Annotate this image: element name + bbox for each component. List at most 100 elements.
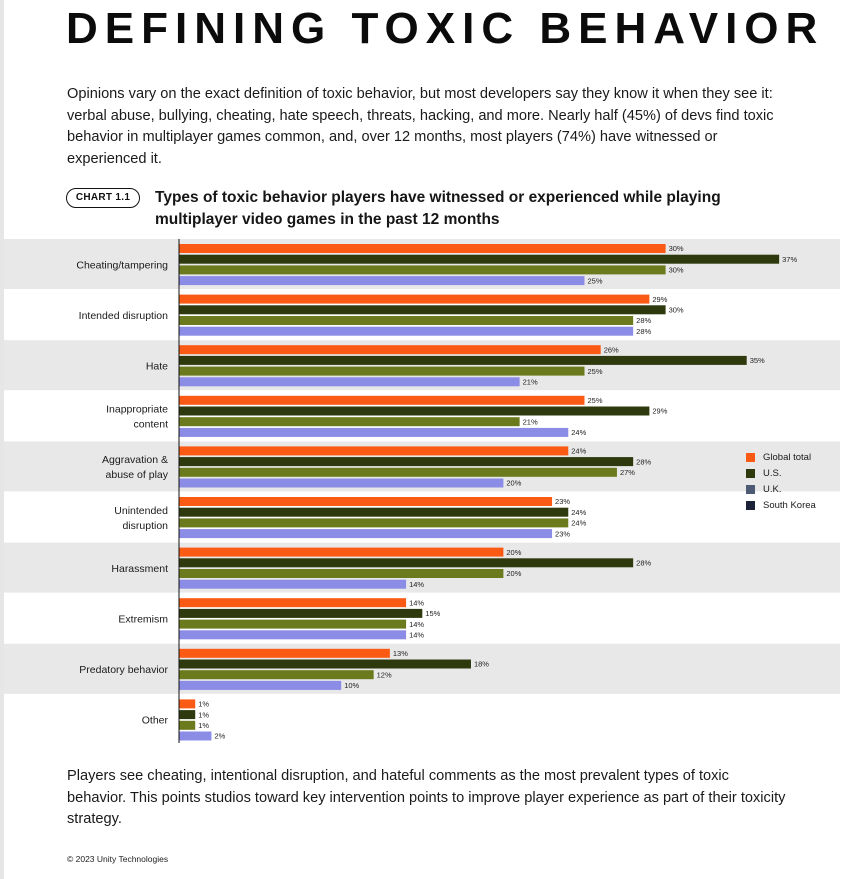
chart-title: Types of toxic behavior players have wit… [155, 189, 721, 228]
data-label: 14% [409, 620, 424, 629]
data-label: 30% [669, 244, 684, 253]
data-label: 21% [523, 417, 538, 426]
chart-legend: Global total U.S. U.K. South Korea [746, 449, 816, 513]
category-label: Inappropriate content [106, 404, 168, 431]
bar [179, 680, 342, 690]
data-label: 20% [506, 548, 521, 557]
chart-number-badge: CHART 1.1 [66, 188, 140, 208]
data-label: 25% [588, 396, 603, 405]
bar [179, 427, 569, 437]
bar [179, 547, 504, 557]
data-label: 12% [377, 670, 392, 679]
data-label: 15% [425, 609, 440, 618]
bar [179, 355, 747, 365]
legend-swatch [746, 500, 755, 510]
bar [179, 630, 407, 640]
category-label: Hate [146, 361, 168, 373]
data-label: 21% [523, 378, 538, 387]
data-label: 25% [588, 367, 603, 376]
data-label: 27% [620, 468, 635, 477]
page-edge-strip [0, 0, 4, 879]
category-label: Other [142, 715, 169, 727]
legend-item: U.K. [746, 481, 816, 497]
data-label: 24% [571, 447, 586, 456]
data-label: 13% [393, 649, 408, 658]
bar [179, 659, 471, 669]
legend-label: Global total [763, 451, 812, 463]
data-label: 23% [555, 529, 570, 538]
legend-item: South Korea [746, 497, 816, 513]
bar [179, 276, 585, 286]
bar [179, 569, 504, 578]
intro-paragraph: Opinions vary on the exact definition of… [67, 86, 774, 167]
bar [179, 731, 212, 741]
bar [179, 244, 666, 253]
bar [179, 254, 780, 264]
data-label: 28% [636, 457, 651, 466]
bar [179, 608, 423, 618]
bar [179, 497, 553, 506]
summary-paragraph: Players see cheating, intentional disrup… [67, 768, 786, 827]
data-label: 30% [669, 266, 684, 275]
data-label: 28% [636, 327, 651, 336]
bar [179, 507, 569, 517]
bar [179, 518, 569, 528]
bar [179, 699, 196, 709]
row-band [4, 643, 840, 694]
data-label: 24% [571, 428, 586, 437]
category-label: Extremism [118, 614, 168, 626]
bar [179, 326, 634, 336]
category-label: Predatory behavior [79, 664, 168, 676]
bar [179, 446, 569, 456]
legend-swatch [746, 468, 755, 478]
data-label: 20% [506, 569, 521, 578]
copyright-notice: © 2023 Unity Technologies [67, 854, 169, 864]
legend-item: Global total [746, 449, 816, 465]
data-label: 10% [344, 681, 359, 690]
category-label: Intended disruption [79, 310, 168, 322]
bar [179, 406, 650, 416]
bar [179, 720, 196, 730]
page-title: DEFINING TOXIC BEHAVIOR [66, 4, 825, 53]
bar [179, 345, 601, 355]
data-label: 35% [750, 356, 765, 365]
category-label: Harassment [111, 563, 168, 575]
legend-swatch [746, 452, 755, 462]
data-label: 1% [198, 710, 209, 719]
data-label: 29% [652, 295, 667, 304]
bar [179, 529, 553, 539]
category-label: Aggravation & abuse of play [102, 454, 169, 481]
data-label: 14% [409, 598, 424, 607]
data-label: 20% [506, 479, 521, 488]
data-label: 28% [636, 316, 651, 325]
legend-swatch [746, 484, 755, 494]
data-label: 25% [588, 276, 603, 285]
category-label: Unintended disruption [114, 505, 168, 532]
bar [179, 619, 407, 629]
data-label: 24% [571, 519, 586, 528]
bar [179, 457, 634, 467]
data-label: 24% [571, 508, 586, 517]
legend-item: U.S. [746, 465, 816, 481]
category-label: Cheating/tampering [76, 259, 168, 271]
bar [179, 558, 634, 568]
bar [179, 265, 666, 275]
bar [179, 648, 390, 658]
bar [179, 366, 585, 376]
data-label: 18% [474, 660, 489, 669]
data-label: 28% [636, 559, 651, 568]
bar [179, 316, 634, 325]
data-label: 30% [669, 306, 684, 315]
data-label: 29% [652, 407, 667, 416]
bar [179, 467, 617, 477]
bar [179, 305, 666, 315]
data-label: 37% [782, 255, 797, 264]
bar [179, 478, 504, 488]
legend-label: U.K. [763, 483, 782, 495]
data-label: 14% [409, 631, 424, 640]
bar [179, 579, 407, 589]
bar [179, 598, 407, 608]
legend-label: South Korea [763, 499, 816, 511]
data-label: 14% [409, 580, 424, 589]
